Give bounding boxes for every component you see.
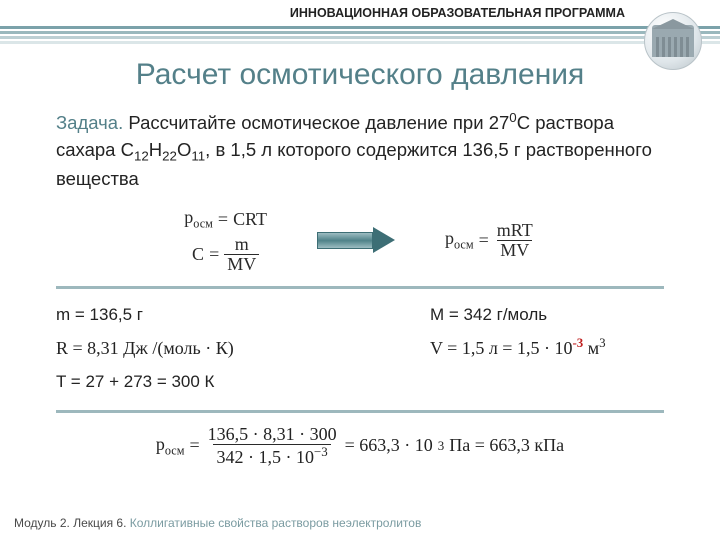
formula-el: Н bbox=[149, 139, 162, 160]
formula-sub: 22 bbox=[162, 149, 177, 164]
temp-unit: С bbox=[517, 112, 530, 133]
stripe bbox=[0, 41, 720, 44]
equation-left-group: pосм = CRT C = m MV bbox=[184, 207, 267, 274]
data-v: V = 1,5 л = 1,5 · 10-3 м3 bbox=[430, 331, 664, 365]
formula-sub: 11 bbox=[191, 149, 205, 164]
slide-body: Задача. Рассчитайте осмотическое давлени… bbox=[56, 108, 664, 467]
stripe bbox=[0, 36, 720, 39]
temp-degree: 0 bbox=[509, 110, 516, 125]
temp-value: 27 bbox=[489, 112, 510, 133]
equation-row: pосм = CRT C = m MV pосм = mRT bbox=[56, 207, 664, 274]
footer-topic: Коллигативные свойства растворов неэлект… bbox=[130, 516, 422, 530]
stripe bbox=[0, 31, 720, 34]
equation-p-mrtmv: pосм = mRT MV bbox=[445, 221, 536, 260]
data-r: R = 8,31 Дж /(моль · К) bbox=[56, 331, 290, 365]
formula-el: О bbox=[177, 139, 191, 160]
divider bbox=[56, 410, 664, 413]
data-t: T = 27 + 273 = 300 К bbox=[56, 366, 290, 398]
equation-right-group: pосм = mRT MV bbox=[445, 221, 536, 260]
problem-text: Рассчитайте осмотическое давление при bbox=[123, 112, 488, 133]
equation-p-crt: pосм = CRT bbox=[184, 207, 267, 232]
divider bbox=[56, 286, 664, 289]
given-data: m = 136,5 г R = 8,31 Дж /(моль · К) T = … bbox=[56, 299, 664, 398]
slide-title: Расчет осмотического давления bbox=[0, 58, 720, 92]
problem-statement: Задача. Рассчитайте осмотическое давлени… bbox=[56, 108, 664, 193]
decorative-stripes bbox=[0, 26, 720, 46]
slide-footer: Модуль 2. Лекция 6. Коллигативные свойст… bbox=[14, 516, 421, 530]
program-header: ИННОВАЦИОННАЯ ОБРАЗОВАТЕЛЬНАЯ ПРОГРАММА bbox=[0, 0, 720, 26]
building-icon bbox=[652, 25, 694, 57]
data-m: m = 136,5 г bbox=[56, 299, 290, 331]
data-big-m: М = 342 г/моль bbox=[430, 299, 664, 331]
formula-sub: 12 bbox=[134, 149, 149, 164]
final-calculation: pосм = 136,5 · 8,31 · 300 342 · 1,5 · 10… bbox=[56, 425, 664, 467]
arrow-icon bbox=[317, 227, 395, 254]
equation-c-frac: C = m MV bbox=[192, 235, 259, 274]
footer-module: Модуль 2. Лекция 6. bbox=[14, 516, 130, 530]
data-col-right: М = 342 г/моль V = 1,5 л = 1,5 · 10-3 м3 bbox=[430, 299, 664, 398]
problem-lead: Задача. bbox=[56, 112, 123, 133]
data-col-left: m = 136,5 г R = 8,31 Дж /(моль · К) T = … bbox=[56, 299, 290, 398]
stripe bbox=[0, 26, 720, 29]
